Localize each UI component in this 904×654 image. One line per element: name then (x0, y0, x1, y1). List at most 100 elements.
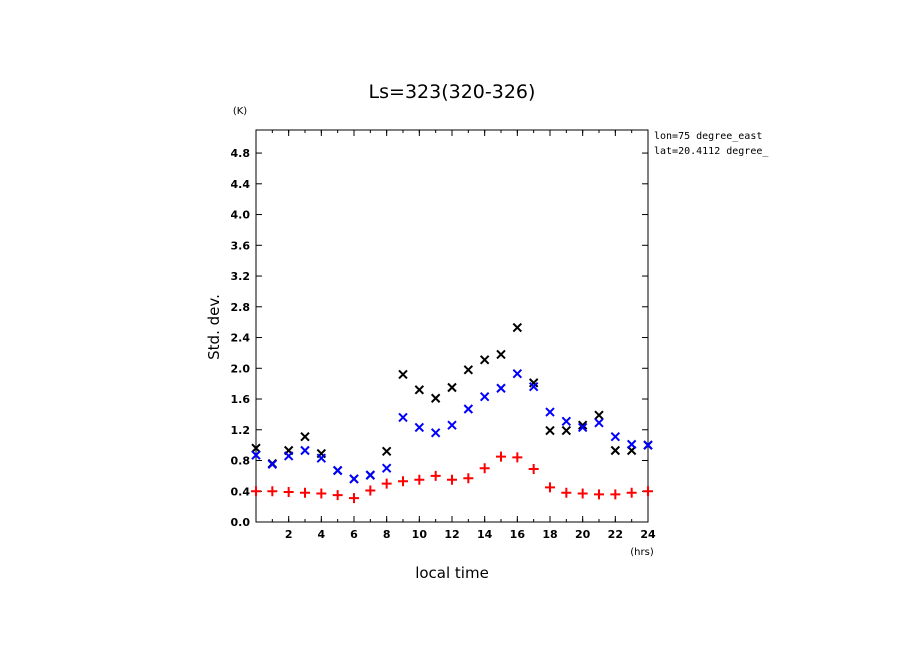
data-point (561, 425, 572, 436)
data-point (251, 450, 261, 460)
data-point (365, 470, 376, 480)
x-tick-label: 16 (510, 528, 526, 541)
data-point (479, 392, 490, 402)
x-tick-label: 22 (608, 528, 623, 541)
data-point (381, 478, 392, 489)
data-point (545, 482, 555, 493)
data-point (626, 487, 637, 498)
data-point (512, 452, 523, 463)
data-point (594, 489, 604, 500)
data-markers (251, 322, 653, 504)
data-point (528, 382, 539, 392)
data-point (561, 416, 572, 427)
x-tick-label: 2 (285, 528, 293, 541)
x-tick-label: 10 (412, 528, 428, 541)
data-point (316, 453, 327, 463)
data-point (577, 422, 588, 433)
y-axis: 0.0 0.4 0.8 1.2 1.6 2.0 2.4 2.8 3.2 3.6 4.0 4.4 4.8 (231, 147, 648, 529)
data-point (463, 473, 474, 484)
data-point (398, 476, 408, 487)
y-tick-label: 4.8 (231, 147, 251, 160)
y-tick-label: 0.0 (231, 516, 251, 529)
data-point (332, 465, 343, 476)
x-tick-label: 6 (350, 528, 358, 541)
data-point (283, 487, 294, 498)
y-tick-label: 0.4 (231, 485, 251, 498)
data-point (512, 322, 523, 333)
data-point (479, 463, 490, 474)
x-tick-label: 20 (575, 528, 591, 541)
y-tick-label: 4.4 (231, 178, 251, 191)
data-point (414, 474, 425, 485)
data-point (251, 443, 261, 453)
data-point (414, 422, 425, 433)
y-tick-label: 1.2 (231, 424, 251, 437)
x-tick-label: 4 (318, 528, 326, 541)
data-point (300, 431, 310, 442)
data-point (414, 385, 425, 395)
data-point (349, 474, 359, 484)
data-point (430, 393, 441, 403)
data-point (398, 369, 408, 380)
data-point (381, 446, 392, 456)
x-tick-label: 14 (477, 528, 493, 541)
data-point (300, 445, 310, 456)
data-point (251, 486, 261, 497)
data-point (349, 493, 359, 504)
data-point (463, 404, 474, 414)
data-point (577, 488, 588, 499)
y-tick-label: 3.2 (231, 270, 251, 283)
data-point (528, 463, 539, 474)
y-tick-label: 0.8 (231, 455, 251, 468)
data-point (577, 420, 588, 430)
x-axis-label: local time (415, 564, 489, 582)
data-point (561, 487, 572, 498)
series-2 (251, 451, 653, 504)
y-tick-label: 3.6 (231, 239, 251, 252)
data-point (283, 451, 294, 461)
x-tick-label: 12 (444, 528, 459, 541)
data-point (528, 378, 539, 388)
y-tick-label: 4.0 (231, 209, 251, 222)
data-point (610, 445, 621, 456)
data-point (430, 470, 441, 481)
data-point (545, 407, 555, 417)
data-point (447, 420, 457, 430)
data-point (496, 451, 506, 462)
y-unit-label: (K) (233, 106, 247, 117)
data-point (545, 425, 555, 436)
x-axis: 2 4 6 8 10 12 14 16 18 20 22 24 (271, 130, 656, 541)
data-point (496, 383, 506, 393)
data-point (643, 440, 653, 450)
data-point (365, 485, 376, 496)
data-point (626, 439, 637, 450)
y-axis-label: Std. dev. (205, 294, 223, 360)
series-0 (251, 322, 653, 484)
data-point (447, 474, 457, 485)
annotation-lat: lat=20.4112 degree_ (654, 146, 769, 157)
x-tick-label: 18 (542, 528, 557, 541)
data-point (316, 488, 327, 499)
data-point (594, 418, 604, 428)
data-point (430, 428, 441, 438)
chart-title: Ls=323(320-326) (369, 81, 536, 103)
data-point (332, 490, 343, 501)
plot-frame (255, 129, 649, 523)
data-point (610, 431, 621, 442)
y-tick-label: 2.4 (231, 332, 251, 345)
data-point (381, 463, 392, 473)
data-point (267, 486, 278, 497)
data-point (267, 459, 278, 470)
y-tick-label: 2.8 (231, 301, 251, 314)
data-point (496, 349, 506, 360)
data-point (643, 486, 653, 497)
data-point (610, 489, 621, 500)
x-tick-label: 8 (383, 528, 391, 541)
data-point (479, 355, 490, 365)
series-1 (251, 368, 653, 484)
data-point (463, 365, 474, 375)
data-point (594, 410, 604, 420)
x-tick-label: 24 (640, 528, 656, 541)
data-point (512, 368, 523, 379)
y-tick-label: 2.0 (231, 362, 251, 375)
